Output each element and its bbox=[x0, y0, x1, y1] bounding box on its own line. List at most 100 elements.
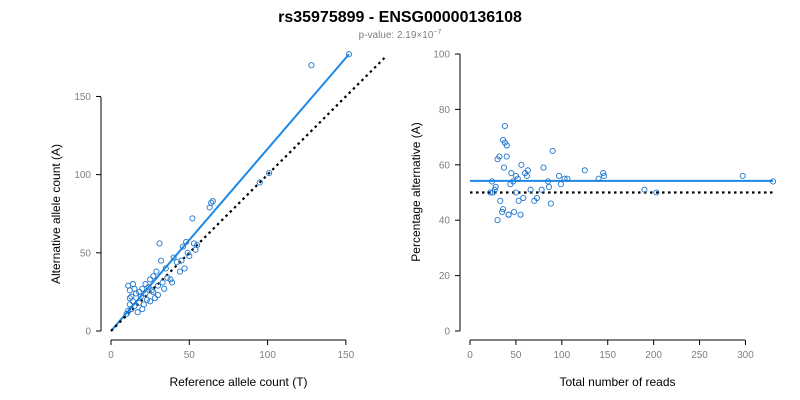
data-point bbox=[508, 170, 515, 177]
data-point bbox=[515, 197, 522, 204]
data-point bbox=[494, 217, 501, 224]
data-point bbox=[544, 178, 552, 185]
data-point bbox=[545, 183, 553, 191]
data-point bbox=[123, 310, 130, 317]
data-point bbox=[167, 276, 174, 283]
y-axis-title: Alternative allele count (A) bbox=[49, 144, 63, 284]
data-point bbox=[179, 243, 187, 250]
data-point bbox=[503, 153, 510, 160]
data-point bbox=[533, 194, 541, 202]
data-point bbox=[158, 257, 165, 264]
data-point bbox=[524, 167, 531, 174]
data-point bbox=[159, 279, 166, 286]
y-tick-label: 50 bbox=[80, 248, 92, 259]
data-point bbox=[156, 240, 163, 247]
data-point bbox=[139, 285, 146, 292]
data-point bbox=[142, 281, 149, 288]
data-point bbox=[148, 287, 155, 294]
data-point bbox=[170, 254, 177, 261]
data-point bbox=[653, 189, 660, 196]
x-tick-label: 0 bbox=[108, 350, 114, 361]
data-point bbox=[161, 285, 168, 292]
data-point bbox=[154, 291, 162, 299]
x-tick-label: 50 bbox=[184, 350, 196, 361]
data-point bbox=[128, 306, 135, 313]
data-point bbox=[131, 302, 138, 310]
data-point bbox=[147, 276, 154, 283]
data-point bbox=[500, 164, 508, 171]
reference-line bbox=[110, 56, 386, 332]
data-point bbox=[145, 284, 152, 291]
data-point bbox=[496, 153, 503, 160]
data-point bbox=[184, 249, 191, 256]
data-point bbox=[517, 211, 524, 218]
data-point bbox=[181, 265, 188, 272]
x-tick-label: 100 bbox=[553, 350, 570, 361]
data-point bbox=[150, 273, 157, 280]
data-point bbox=[487, 189, 494, 196]
x-tick-label: 150 bbox=[338, 350, 355, 361]
data-point bbox=[547, 200, 554, 207]
fitted-line bbox=[110, 53, 350, 332]
data-point bbox=[601, 172, 608, 179]
x-tick-label: 200 bbox=[645, 350, 662, 361]
data-point bbox=[514, 175, 521, 182]
data-point bbox=[308, 62, 315, 69]
y-tick-label: 80 bbox=[439, 105, 451, 116]
y-axis-title: Percentage alternative (A) bbox=[409, 122, 423, 261]
data-point bbox=[511, 208, 518, 215]
data-point bbox=[345, 51, 353, 58]
data-point bbox=[186, 252, 193, 259]
x-tick-label: 150 bbox=[599, 350, 616, 361]
data-point bbox=[500, 206, 507, 213]
data-point bbox=[538, 186, 545, 193]
data-point bbox=[510, 178, 517, 185]
data-point bbox=[581, 167, 588, 174]
data-point bbox=[190, 240, 198, 247]
data-point bbox=[189, 215, 196, 222]
data-point bbox=[499, 208, 506, 215]
data-point bbox=[512, 189, 519, 196]
data-point bbox=[497, 197, 504, 204]
data-point bbox=[540, 164, 547, 171]
data-point bbox=[769, 178, 777, 185]
y-tick-label: 100 bbox=[74, 170, 91, 181]
y-tick-label: 0 bbox=[444, 327, 450, 338]
data-point bbox=[176, 268, 183, 275]
data-point bbox=[150, 288, 157, 295]
data-point bbox=[169, 279, 176, 286]
data-point bbox=[143, 296, 151, 303]
data-point bbox=[134, 309, 141, 316]
data-point bbox=[492, 183, 499, 191]
allele-count-scatter: 0 50 100 150 0 50 100 150 Reference allele count… bbox=[49, 51, 386, 389]
x-tick-label: 250 bbox=[691, 350, 708, 361]
x-tick-label: 300 bbox=[737, 350, 754, 361]
pvalue-text: p-value: 2.19×10 bbox=[359, 30, 434, 41]
x-tick-label: 0 bbox=[467, 350, 473, 361]
x-tick-label: 50 bbox=[510, 350, 522, 361]
data-point bbox=[154, 282, 162, 289]
data-point bbox=[208, 199, 215, 206]
data-point bbox=[595, 175, 602, 182]
pvalue-subtitle: p-value: 2.19×10−7 bbox=[359, 29, 442, 41]
data-point bbox=[739, 172, 746, 179]
y-tick-label: 100 bbox=[433, 50, 450, 61]
data-point bbox=[561, 175, 568, 182]
data-point bbox=[151, 295, 158, 302]
data-point bbox=[491, 186, 498, 193]
data-point bbox=[137, 293, 144, 300]
data-point bbox=[564, 175, 571, 182]
data-point bbox=[501, 122, 508, 130]
data-point bbox=[164, 274, 171, 281]
data-point bbox=[194, 241, 201, 249]
data-point bbox=[256, 179, 263, 186]
percentage-alternative-scatter: 0 50 100 150 200 250 300 0 20 40 60 80 100 Total numb… bbox=[409, 50, 777, 389]
x-tick-label: 100 bbox=[259, 350, 276, 361]
y-tick-label: 60 bbox=[439, 160, 451, 171]
data-point bbox=[518, 161, 525, 168]
data-point bbox=[153, 268, 160, 275]
pvalue-exponent: −7 bbox=[433, 29, 441, 36]
data-point bbox=[125, 307, 132, 314]
y-tick-label: 150 bbox=[74, 92, 91, 103]
